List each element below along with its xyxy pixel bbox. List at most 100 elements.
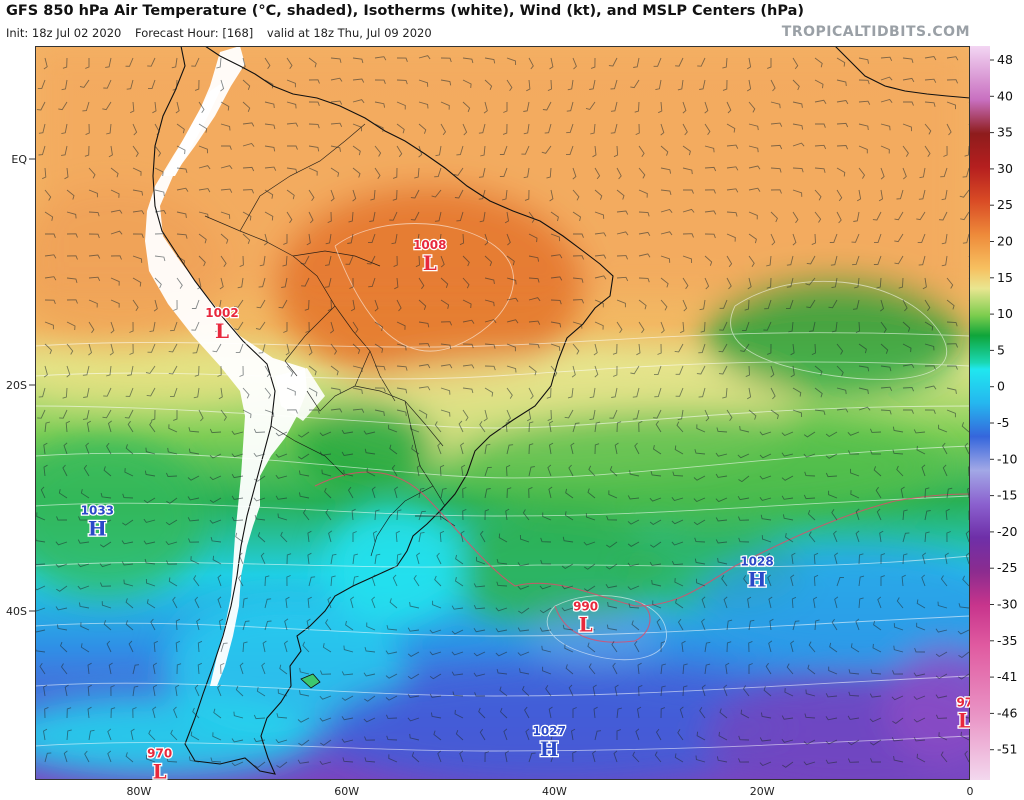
pressure-value: 970 [147,747,172,761]
wind-barb [479,421,486,433]
wind-barb [285,596,290,609]
wind-barb [82,365,90,376]
wind-barb [413,574,420,587]
wind-barb [940,751,948,763]
wind-barb [476,556,486,565]
wind-barb [655,728,662,741]
wind-barb [88,321,95,334]
wind-barb [462,101,471,113]
wind-barb [154,255,166,262]
wind-barb [568,464,574,477]
wind-barb [325,619,332,631]
wind-barb [418,79,429,87]
wind-barb [675,57,684,67]
wind-barb [168,365,178,375]
wind-barb [653,57,662,67]
wind-barb [372,530,378,543]
wind-barb [940,575,948,587]
wind-barb [770,365,775,378]
wind-barb [253,497,266,502]
wind-barb [235,532,244,543]
wind-barb [585,101,596,110]
wind-barb [407,693,420,698]
wind-barb [616,729,621,740]
wind-barb [913,717,926,723]
wind-barb [231,516,244,522]
country-borders [204,123,456,557]
wind-barb [550,211,559,222]
wind-barb [415,255,420,268]
wind-barb [325,255,332,266]
wind-barb [352,408,365,413]
wind-barb [253,737,266,743]
wind-barb [418,277,425,290]
wind-barb [308,343,313,356]
wind-barb [440,364,453,369]
wind-barb [330,553,337,565]
wind-barb [242,122,255,127]
wind-barb [836,211,842,224]
wind-barb [924,123,932,135]
wind-barb [594,443,600,455]
longitude-axis: 80W 60W 40W 20W 0 [126,785,973,798]
wind-barb [309,409,320,414]
wind-barb [66,707,72,719]
wind-barb [462,486,467,499]
wind-barb [66,365,71,378]
wind-barb [660,167,672,174]
wind-barb [946,343,959,348]
wind-barb [852,255,860,266]
wind-barb [704,255,713,266]
wind-barb [190,556,200,565]
wind-barb [414,167,420,179]
wind-barb [176,123,185,134]
wind-barb [396,321,406,330]
wind-barb [854,277,860,289]
wind-barb [674,445,684,455]
wind-barb [127,420,134,433]
wind-barb [505,508,510,521]
wind-barb [440,343,452,350]
wind-barb [328,530,333,543]
wind-barb [198,101,205,114]
wind-barb [154,277,162,289]
wind-barb [694,449,706,455]
wind-barb [935,651,948,658]
wind-barb [330,408,343,413]
wind-barb [613,750,618,763]
wind-barb [660,641,666,653]
wind-barb [370,189,376,201]
wind-barb [352,365,363,373]
wind-barb [126,79,134,90]
wind-barb [407,651,420,657]
wind-barb [123,579,134,587]
wind-barb [814,365,823,376]
wind-barb [503,102,508,113]
wind-barb [220,79,225,92]
wind-barb [880,386,893,391]
wind-barb [484,387,494,397]
wind-barb [110,230,123,235]
wind-barb [484,466,492,477]
wind-barb [781,715,794,720]
wind-barb [385,650,398,655]
wind-barb [176,211,187,218]
wind-barb [572,343,580,355]
wind-barb [264,387,272,399]
wind-barb [352,167,361,178]
wind-barb [766,552,772,565]
wind-barb [916,753,926,763]
wind-barb [352,145,361,156]
wind-barb [847,715,860,720]
wind-barb [99,541,112,548]
wind-barb [62,57,68,69]
valid-time: valid at 18z Thu, Jul 09 2020 [266,26,432,40]
wind-barb [484,365,496,371]
chart-subtitle: Init: 18z Jul 02 2020 Forecast Hour: [16… [6,26,442,40]
wind-barb [716,427,728,433]
wind-barb [964,145,970,157]
wind-barbs [35,55,970,769]
wind-barb [921,464,926,477]
wind-barb [503,728,508,741]
zero-isotherm [314,471,970,643]
